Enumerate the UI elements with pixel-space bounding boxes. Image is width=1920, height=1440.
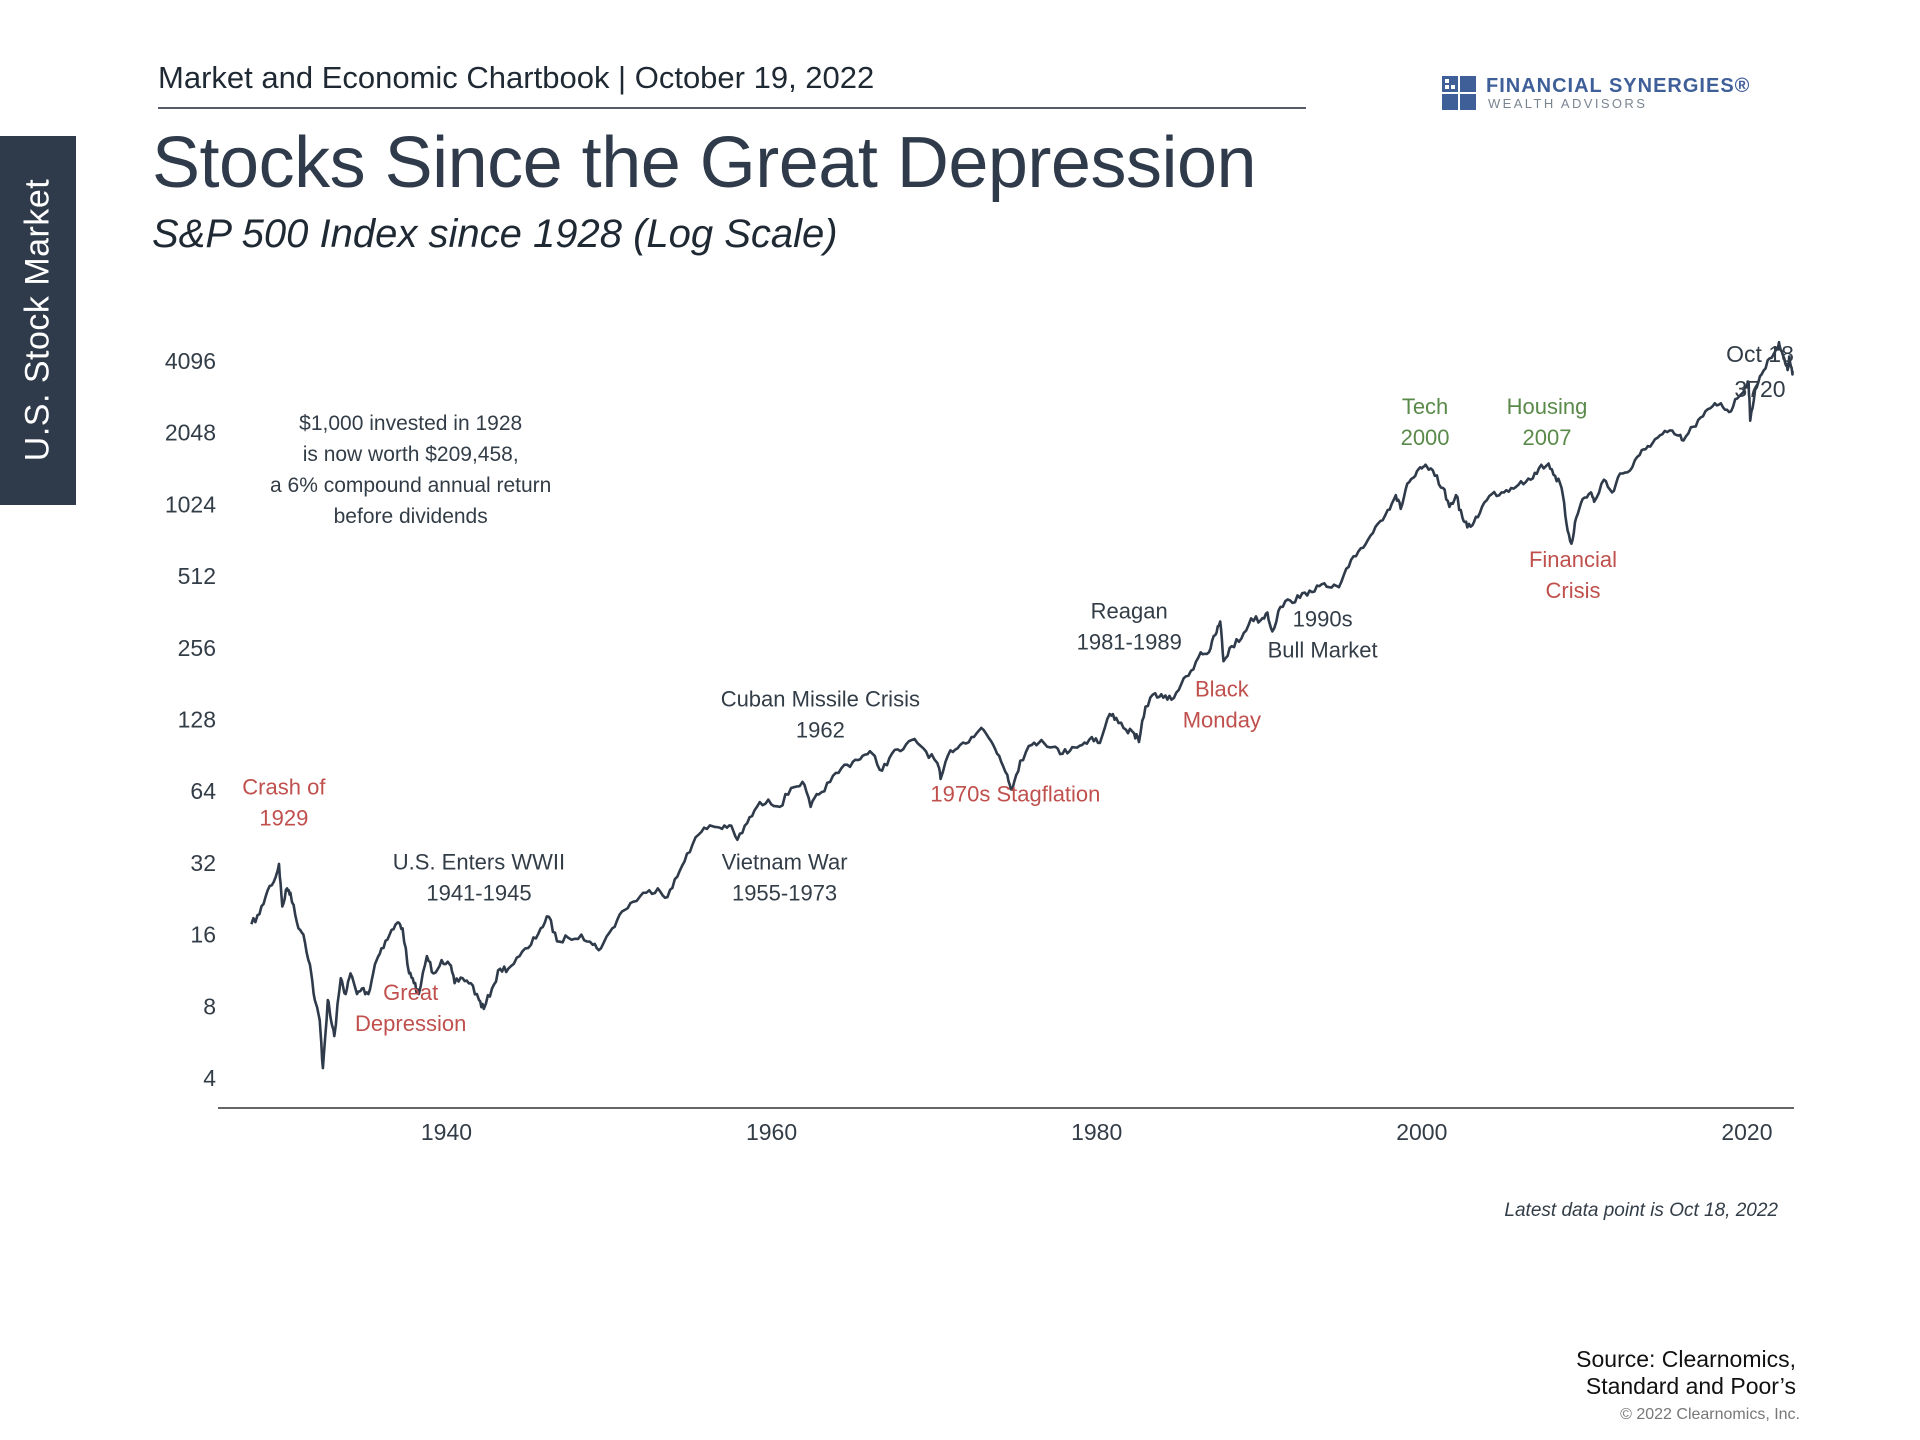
y-tick-label: 4 — [203, 1065, 216, 1091]
annotation-11-line-1: 2007 — [1523, 425, 1572, 450]
annotation-1-line-1: 1929 — [259, 805, 308, 830]
annotation-12-line-1: Crisis — [1545, 578, 1600, 603]
annotation-9-line-1: Bull Market — [1268, 637, 1378, 662]
copyright: © 2022 Clearnomics, Inc. — [1620, 1406, 1800, 1423]
latest-data-note: Latest data point is Oct 18, 2022 — [1504, 1200, 1778, 1221]
annotation-0-line-2: a 6% compound annual return — [270, 474, 551, 497]
y-tick-label: 32 — [190, 850, 216, 876]
sp500-series-line — [250, 340, 1794, 1070]
y-tick-label: 256 — [178, 635, 216, 661]
x-tick-label: 1940 — [421, 1119, 472, 1145]
end-label-0: Oct 18 — [1726, 341, 1794, 367]
annotation-10-line-0: Tech — [1402, 394, 1448, 419]
logo-name: FINANCIAL SYNERGIES® — [1486, 75, 1751, 97]
annotation-11-line-0: Housing — [1507, 394, 1588, 419]
annotation-2-line-1: Depression — [355, 1011, 466, 1036]
annotation-5-line-1: 1962 — [796, 718, 845, 743]
x-tick-label: 1960 — [746, 1119, 797, 1145]
annotation-4-line-0: Vietnam War — [722, 850, 848, 875]
y-tick-label: 128 — [178, 707, 216, 733]
annotation-0-line-1: is now worth $209,458, — [303, 443, 519, 466]
annotation-7-line-1: 1981-1989 — [1077, 629, 1182, 654]
y-tick-label: 16 — [190, 922, 216, 948]
logo-flag-icon — [1442, 76, 1476, 110]
x-tick-label: 1980 — [1071, 1119, 1122, 1145]
annotation-2-line-0: Great — [383, 980, 438, 1005]
logo-subtitle: WEALTH ADVISORS — [1488, 96, 1648, 111]
annotation-8-line-1: Monday — [1183, 707, 1261, 732]
annotation-10-line-1: 2000 — [1401, 425, 1450, 450]
y-tick-label: 1024 — [165, 491, 216, 517]
header-divider — [158, 107, 1306, 109]
chart-title: Stocks Since the Great Depression — [152, 123, 1257, 203]
y-tick-label: 2048 — [165, 420, 216, 446]
annotation-3-line-0: U.S. Enters WWII — [393, 850, 565, 875]
y-tick-label: 512 — [178, 563, 216, 589]
annotation-5-line-0: Cuban Missile Crisis — [721, 687, 920, 712]
chart-subtitle: S&P 500 Index since 1928 (Log Scale) — [152, 212, 838, 256]
source-credit: Source: Clearnomics, Standard and Poor’s — [1480, 1346, 1796, 1400]
end-label-1: 3720 — [1734, 376, 1785, 402]
annotation-9-line-0: 1990s — [1293, 606, 1353, 631]
annotation-0-line-3: before dividends — [334, 505, 488, 528]
annotation-4-line-1: 1955-1973 — [732, 881, 837, 906]
y-tick-label: 4096 — [165, 348, 216, 374]
y-tick-label: 64 — [190, 778, 216, 804]
annotation-1-line-0: Crash of — [242, 774, 326, 799]
annotation-0-line-0: $1,000 invested in 1928 — [299, 412, 522, 435]
source-line-2: Standard and Poor’s — [1585, 1373, 1796, 1399]
annotation-12-line-0: Financial — [1529, 547, 1617, 572]
x-tick-label: 2020 — [1721, 1119, 1772, 1145]
header: Market and Economic Chartbook | October … — [158, 60, 875, 95]
annotation-6-line-0: 1970s Stagflation — [930, 781, 1100, 806]
source-line-1: Source: Clearnomics, — [1576, 1346, 1796, 1372]
annotation-3-line-1: 1941-1945 — [426, 881, 531, 906]
y-tick-label: 8 — [203, 993, 216, 1019]
annotation-8-line-0: Black — [1195, 676, 1250, 701]
side-tab: U.S. Stock Market — [0, 136, 76, 505]
x-tick-label: 2000 — [1396, 1119, 1447, 1145]
annotation-7-line-0: Reagan — [1091, 598, 1168, 623]
